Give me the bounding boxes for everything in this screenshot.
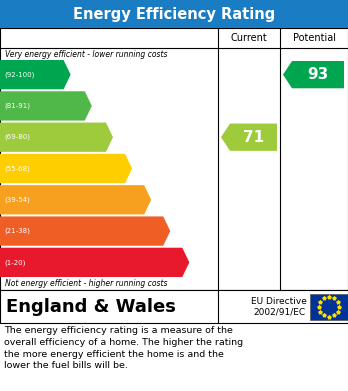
Bar: [0, 28, 348, 290]
Polygon shape: [0, 91, 92, 120]
Text: F: F: [171, 224, 181, 238]
Text: 71: 71: [243, 130, 264, 145]
Text: 93: 93: [307, 67, 329, 82]
Polygon shape: [0, 122, 113, 152]
Polygon shape: [221, 124, 277, 151]
Bar: [310, 294, 348, 319]
Text: G: G: [190, 255, 202, 269]
Text: Very energy efficient - lower running costs: Very energy efficient - lower running co…: [5, 50, 167, 59]
Text: Energy Efficiency Rating: Energy Efficiency Rating: [73, 7, 275, 22]
Text: (55-68): (55-68): [4, 165, 30, 172]
Polygon shape: [0, 217, 170, 246]
Text: (39-54): (39-54): [4, 197, 30, 203]
Text: (69-80): (69-80): [4, 134, 30, 140]
Text: The energy efficiency rating is a measure of the
overall efficiency of a home. T: The energy efficiency rating is a measur…: [4, 326, 243, 370]
Text: EU Directive
2002/91/EC: EU Directive 2002/91/EC: [251, 297, 307, 316]
Text: England & Wales: England & Wales: [6, 298, 176, 316]
Text: B: B: [93, 99, 103, 113]
Text: E: E: [152, 193, 162, 207]
Text: C: C: [114, 130, 124, 144]
Text: D: D: [133, 161, 144, 176]
Text: Current: Current: [231, 33, 267, 43]
Text: (1-20): (1-20): [4, 259, 25, 265]
Polygon shape: [0, 60, 71, 89]
Text: A: A: [72, 68, 82, 82]
Text: (92-100): (92-100): [4, 72, 34, 78]
Text: Not energy efficient - higher running costs: Not energy efficient - higher running co…: [5, 279, 167, 288]
Polygon shape: [0, 154, 132, 183]
Polygon shape: [0, 248, 189, 277]
Bar: [0, 290, 348, 323]
Bar: [0, 0, 348, 28]
Text: (21-38): (21-38): [4, 228, 30, 234]
Text: (81-91): (81-91): [4, 103, 30, 109]
Polygon shape: [283, 61, 344, 88]
Text: Potential: Potential: [293, 33, 335, 43]
Polygon shape: [0, 185, 151, 214]
